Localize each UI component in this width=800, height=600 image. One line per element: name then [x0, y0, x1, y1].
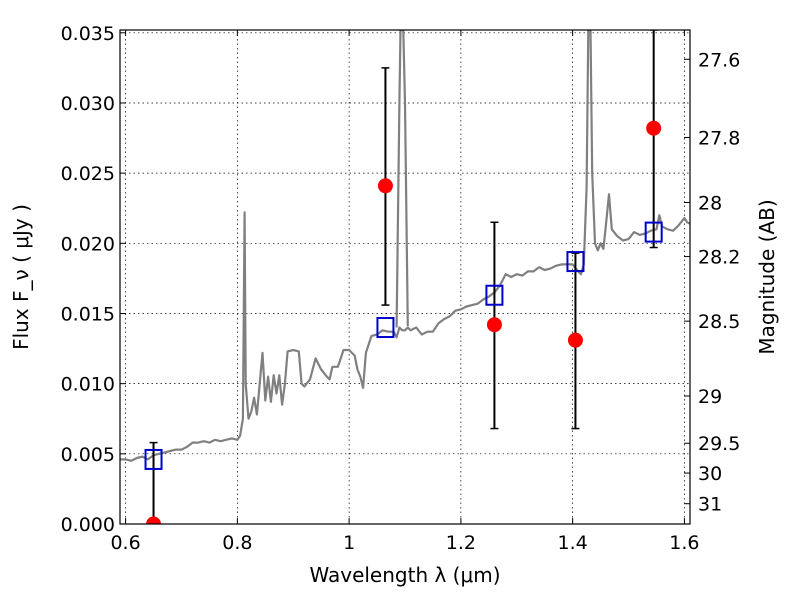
right-axis-title: Magnitude (AB): [755, 199, 779, 354]
spectrum-line: [395, 30, 409, 328]
right-tick-label: 27.6: [698, 49, 740, 71]
x-tick-label: 1.2: [446, 532, 476, 554]
observed-point: [486, 317, 502, 333]
y-tick-label: 0.015: [61, 303, 115, 325]
x-tick-label: 0.6: [110, 532, 140, 554]
y-axis-title: Flux F_ν ( μJy ): [9, 204, 33, 350]
y-tick-label: 0.010: [61, 374, 115, 396]
observed-point: [567, 332, 583, 348]
x-tick-label: 1.4: [558, 532, 588, 554]
x-axis-title: Wavelength λ (μm): [309, 563, 500, 587]
observed-point: [377, 178, 393, 194]
model-square: [566, 251, 585, 273]
x-tick-label: 1: [343, 532, 355, 554]
right-tick-label: 28.2: [698, 247, 740, 269]
y-tick-label: 0.030: [61, 93, 115, 115]
observed-point: [146, 516, 162, 524]
y-tick-label: 0.035: [61, 23, 115, 45]
y-tick-label: 0.005: [61, 444, 115, 466]
x-tick-label: 0.8: [222, 532, 252, 554]
right-tick-label: 30: [698, 463, 722, 485]
right-tick-label: 31: [698, 494, 722, 516]
plot-content: [120, 30, 690, 524]
y-tick-label: 0.025: [61, 163, 115, 185]
right-tick-label: 29.5: [698, 433, 740, 455]
right-tick-label: 28.5: [698, 311, 740, 333]
ticks: 0.6 0.8 1 1.2 1.4 1.6 0.000 0.005 0.010 0.015 0.02…: [61, 23, 741, 554]
spectrum-line: [120, 30, 690, 462]
y-tick-label: 0.020: [61, 233, 115, 255]
y-tick-label: 0.000: [61, 514, 115, 536]
model-square: [144, 448, 163, 470]
right-tick-label: 27.8: [698, 127, 740, 149]
x-tick-label: 1.6: [669, 532, 699, 554]
observed-point: [646, 120, 662, 136]
right-tick-label: 29: [698, 386, 722, 408]
right-tick-label: 28: [698, 192, 722, 214]
model-square: [376, 317, 395, 339]
model-square: [644, 221, 663, 243]
plot-frame: [119, 29, 691, 525]
model-square: [485, 284, 504, 306]
